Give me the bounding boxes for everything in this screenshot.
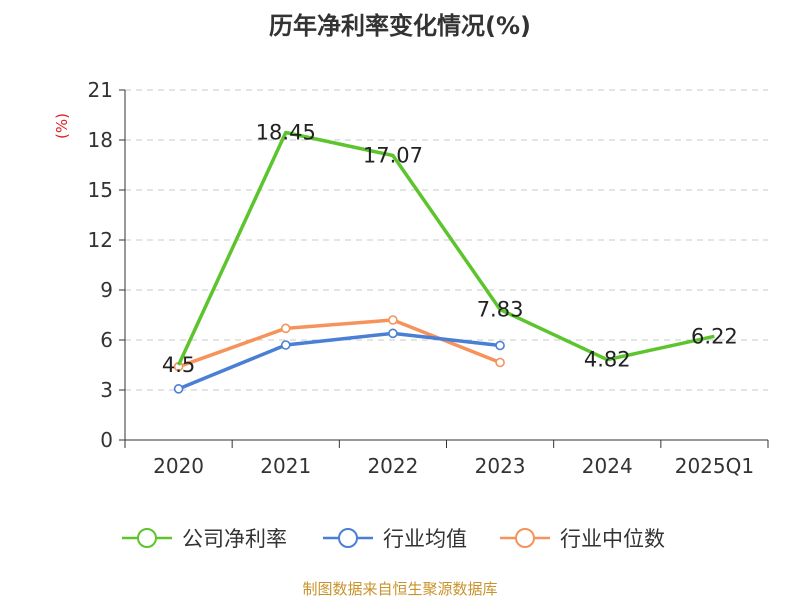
- data-point: [280, 340, 291, 350]
- series-line: [177, 318, 501, 369]
- y-tick-label: 15: [88, 178, 113, 202]
- y-tick-label: 9: [100, 278, 113, 302]
- data-label: 17.07: [363, 144, 423, 168]
- x-tick-label: 2025Q1: [675, 454, 754, 478]
- tick-labels: 0 3 6 9 12 15 18 21 2020 2021 2022 2023 2024 2025Q1 (%…: [53, 78, 754, 478]
- y-tick-label: 3: [100, 378, 113, 402]
- data-label: 4.5: [162, 353, 195, 377]
- legend-label: 行业均值: [383, 527, 467, 551]
- x-tick-label: 2022: [367, 454, 418, 478]
- series-lines: [173, 130, 715, 394]
- y-tick-label: 18: [88, 128, 113, 152]
- y-tick-label: 12: [88, 228, 113, 252]
- data-point: [495, 357, 505, 368]
- data-labels: 4.5 18.45 17.07 7.83 4.82 6.22: [162, 121, 738, 378]
- axes: [119, 89, 769, 448]
- legend-label: 公司净利率: [182, 527, 287, 551]
- data-label: 18.45: [256, 121, 316, 145]
- legend: 公司净利率 行业均值 行业中位数: [122, 527, 665, 551]
- x-tick-label: 2023: [475, 454, 526, 478]
- legend-marker: [137, 528, 157, 548]
- legend-marker: [338, 528, 358, 548]
- x-tick-label: 2024: [582, 454, 633, 478]
- x-tick-label: 2021: [260, 454, 311, 478]
- legend-label: 行业中位数: [560, 527, 665, 551]
- data-point: [388, 315, 398, 325]
- chart-title: 历年净利率变化情况(%): [269, 12, 531, 40]
- data-label: 7.83: [477, 298, 524, 322]
- data-label: 4.82: [584, 348, 631, 372]
- x-tick-label: 2020: [153, 454, 204, 478]
- legend-marker: [515, 528, 535, 548]
- y-axis-label: (%): [53, 113, 71, 139]
- series-line: [176, 130, 715, 366]
- y-tick-label: 0: [100, 428, 113, 452]
- data-label: 6.22: [691, 324, 738, 348]
- data-point: [280, 323, 291, 334]
- data-point: [388, 328, 398, 339]
- y-tick-label: 21: [88, 78, 113, 102]
- source-note: 制图数据来自恒生聚源数据库: [302, 580, 498, 598]
- data-point: [495, 340, 505, 351]
- series-line: [177, 331, 501, 391]
- y-tick-label: 6: [100, 328, 113, 352]
- data-point: [173, 384, 184, 394]
